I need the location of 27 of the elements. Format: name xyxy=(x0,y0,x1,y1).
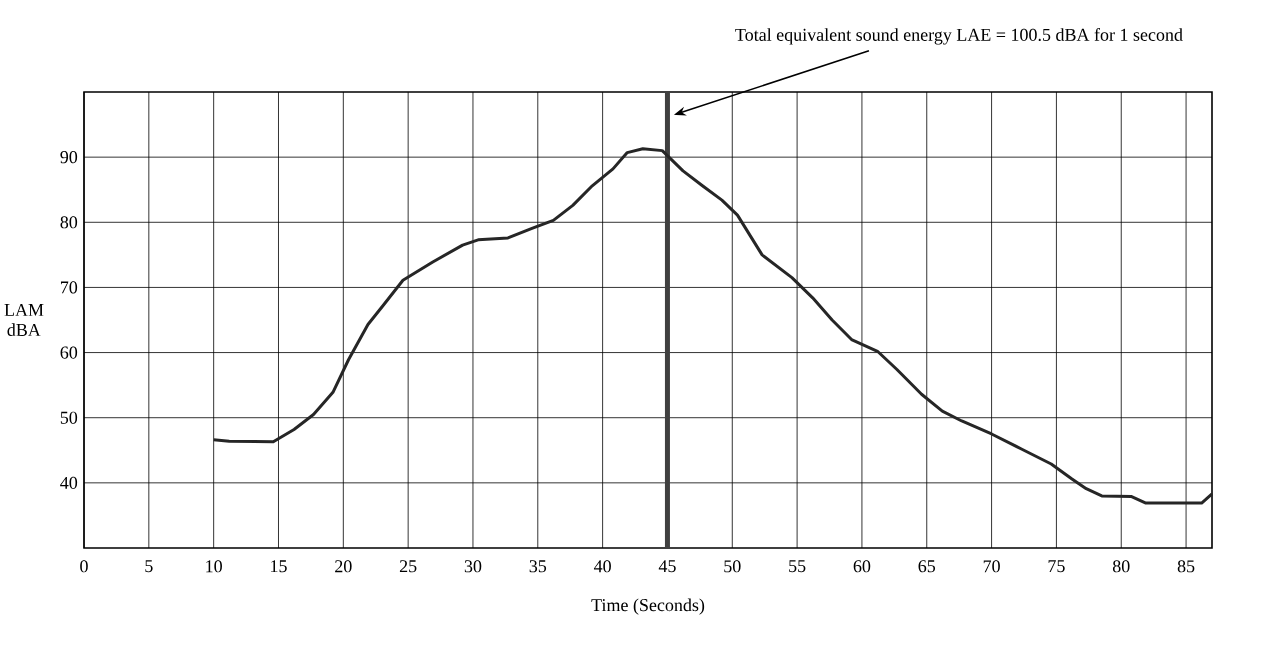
x-tick-label: 35 xyxy=(529,560,547,573)
x-tick-label: 70 xyxy=(983,560,1000,573)
x-tick-label: 65 xyxy=(918,560,936,573)
y-tick-label: 90 xyxy=(60,151,78,164)
x-tick-label: 25 xyxy=(399,560,417,573)
x-tick-label: 55 xyxy=(789,560,806,573)
x-tick-label: 30 xyxy=(464,560,482,573)
y-tick-label: 60 xyxy=(60,346,78,359)
x-tick-label: 40 xyxy=(593,560,611,573)
annotation: Total equivalent sound energy LAE = 100.5 dBA for 1 second xyxy=(735,28,1183,45)
x-tick-label: 20 xyxy=(335,560,352,573)
x-tick-label: 50 xyxy=(724,560,741,573)
x-tick-label: 10 xyxy=(206,560,222,573)
x-tick-label: 0 xyxy=(80,560,88,573)
y-tick-label: 50 xyxy=(60,411,78,424)
x-tick-label: 75 xyxy=(1048,560,1065,573)
x-tick-label: 80 xyxy=(1112,560,1130,573)
y-axis-title: LAM dBA xyxy=(4,303,44,337)
x-tick-label: 60 xyxy=(853,560,871,573)
x-tick-label: 45 xyxy=(658,560,676,573)
x-tick-label: 85 xyxy=(1177,560,1195,573)
x-tick-label: 15 xyxy=(271,560,287,573)
x-axis-title: Time (Seconds) xyxy=(591,598,705,615)
y-tick-label: 40 xyxy=(60,476,78,489)
y-tick-label: 70 xyxy=(61,281,78,294)
y-tick-label: 80 xyxy=(60,216,78,229)
x-tick-label: 5 xyxy=(145,560,153,573)
